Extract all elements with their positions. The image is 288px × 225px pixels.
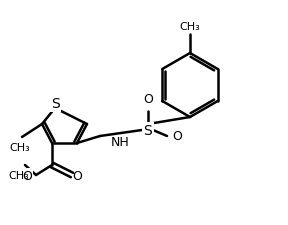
Text: O: O (72, 171, 82, 184)
Text: O: O (22, 169, 32, 182)
Text: CH₃: CH₃ (180, 22, 200, 32)
Text: NH: NH (111, 137, 130, 149)
Text: CH₃: CH₃ (9, 171, 29, 181)
Text: S: S (144, 124, 152, 138)
Text: O: O (172, 130, 182, 144)
Text: S: S (51, 97, 59, 111)
Text: O: O (143, 93, 153, 106)
Text: CH₃: CH₃ (10, 143, 30, 153)
